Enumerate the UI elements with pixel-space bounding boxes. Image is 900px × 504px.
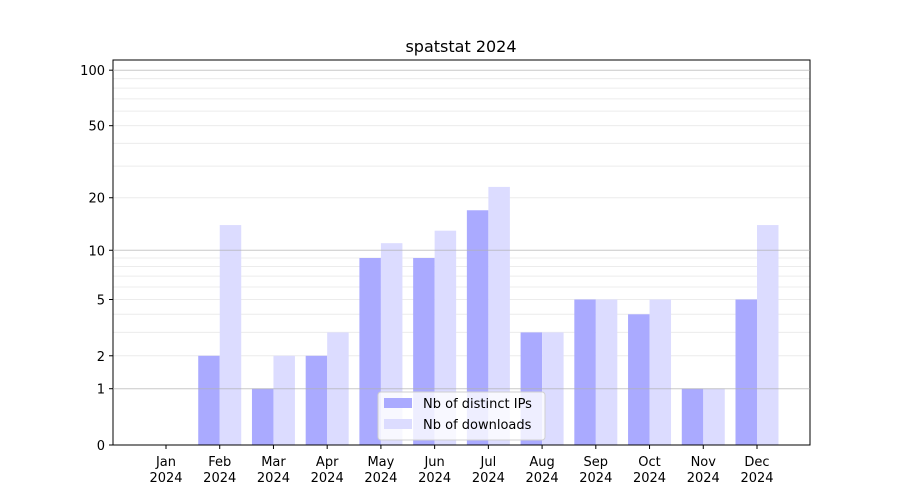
x-tick-label: Feb 2024: [203, 455, 236, 486]
bar-distinct-ips: [466, 210, 489, 445]
bar-downloads: [703, 388, 725, 445]
legend-label: Nb of distinct IPs: [423, 397, 532, 412]
legend: Nb of distinct IPs Nb of downloads: [377, 391, 546, 441]
legend-swatch: [384, 419, 412, 429]
y-tick-label: 100: [80, 64, 105, 79]
x-tick-label: Aug 2024: [526, 455, 559, 486]
bar-distinct-ips: [735, 299, 757, 445]
legend-label: Nb of downloads: [423, 418, 532, 433]
x-tick-label: May 2024: [364, 455, 397, 486]
bar-downloads: [273, 355, 295, 445]
chart-title: spatstat 2024: [405, 37, 516, 56]
y-axis: 0 1 2 5 10 20 50 100: [80, 64, 113, 454]
x-tick-label: Jan 2024: [149, 455, 182, 486]
bar-downloads: [649, 299, 672, 445]
y-tick-label: 10: [88, 244, 105, 259]
x-tick-label: Oct 2024: [633, 455, 666, 486]
bar-distinct-ips: [305, 355, 328, 445]
bar-downloads: [488, 186, 510, 445]
y-tick-label: 2: [97, 350, 105, 365]
x-tick-label: Jul 2024: [472, 455, 505, 486]
y-tick-label: 5: [97, 293, 105, 308]
bar-downloads: [219, 225, 242, 445]
bar-distinct-ips: [359, 258, 381, 445]
bar-distinct-ips: [628, 314, 650, 445]
x-tick-label: Nov 2024: [687, 455, 720, 486]
bar-downloads: [434, 230, 457, 445]
bar-distinct-ips: [681, 388, 704, 445]
x-tick-label: Sep 2024: [579, 455, 612, 486]
legend-box: [377, 391, 546, 441]
bar-downloads: [757, 225, 779, 445]
bar-distinct-ips: [198, 355, 220, 445]
y-tick-label: 50: [88, 120, 105, 135]
bar-distinct-ips: [574, 299, 596, 445]
x-tick-label: Dec 2024: [740, 455, 773, 486]
bar-distinct-ips: [251, 388, 274, 445]
x-tick-label: Apr 2024: [311, 455, 344, 486]
y-tick-label: 20: [88, 192, 105, 207]
x-tick-label: Jun 2024: [418, 455, 451, 486]
y-tick-label: 1: [97, 383, 105, 398]
x-tick-label: Mar 2024: [257, 455, 290, 486]
x-axis: Jan 2024 Feb 2024 Mar 2024 Apr 2024 May 2024 Jun 20…: [149, 445, 774, 486]
y-tick-label: 0: [97, 439, 105, 454]
legend-swatch: [384, 398, 412, 408]
gridlines: [113, 78, 810, 357]
plot-frame: [112, 59, 811, 446]
bar-downloads: [595, 299, 618, 445]
